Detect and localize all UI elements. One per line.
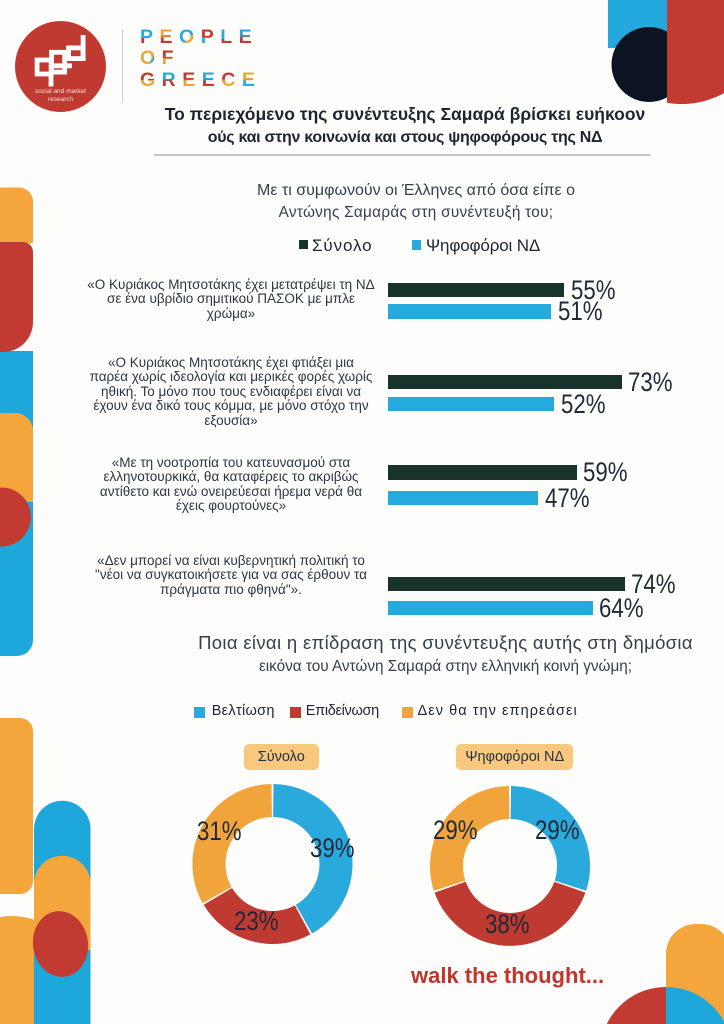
svg-text:research: research <box>47 96 73 103</box>
svg-text:social and market: social and market <box>35 88 86 95</box>
